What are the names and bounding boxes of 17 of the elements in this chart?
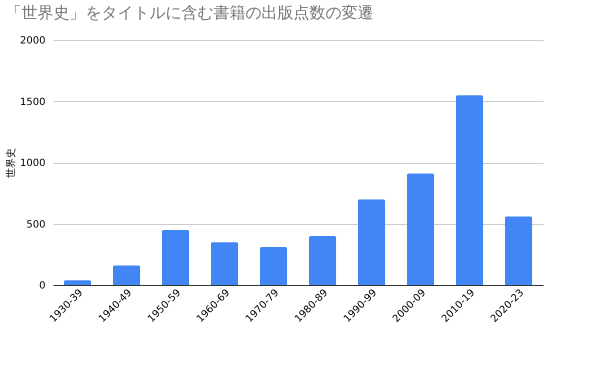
bar (406, 174, 434, 285)
bar (504, 216, 532, 285)
y-tick-label: 2000 (20, 36, 46, 46)
bar (112, 265, 140, 285)
bar (358, 199, 386, 285)
bar (64, 280, 92, 285)
bar (162, 230, 190, 285)
bar (308, 236, 336, 285)
y-tick-label: 0 (39, 280, 46, 292)
bar (210, 242, 238, 285)
bar (260, 247, 288, 285)
y-tick-label: 500 (26, 219, 46, 230)
bar (456, 95, 484, 285)
y-tick-label: 1000 (20, 158, 46, 169)
y-tick-label: 1500 (20, 96, 46, 108)
y-axis-title: 世界史 (5, 148, 18, 178)
chart-title: 「世界史」をタイトルに含む書籍の出版点数の変遷 (6, 3, 374, 22)
